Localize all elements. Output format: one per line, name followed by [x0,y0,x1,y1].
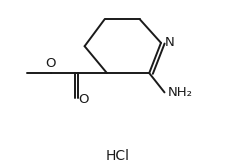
Text: O: O [79,93,89,106]
Text: N: N [164,35,174,49]
Text: HCl: HCl [106,149,129,163]
Text: O: O [45,57,56,70]
Text: NH₂: NH₂ [168,86,193,99]
